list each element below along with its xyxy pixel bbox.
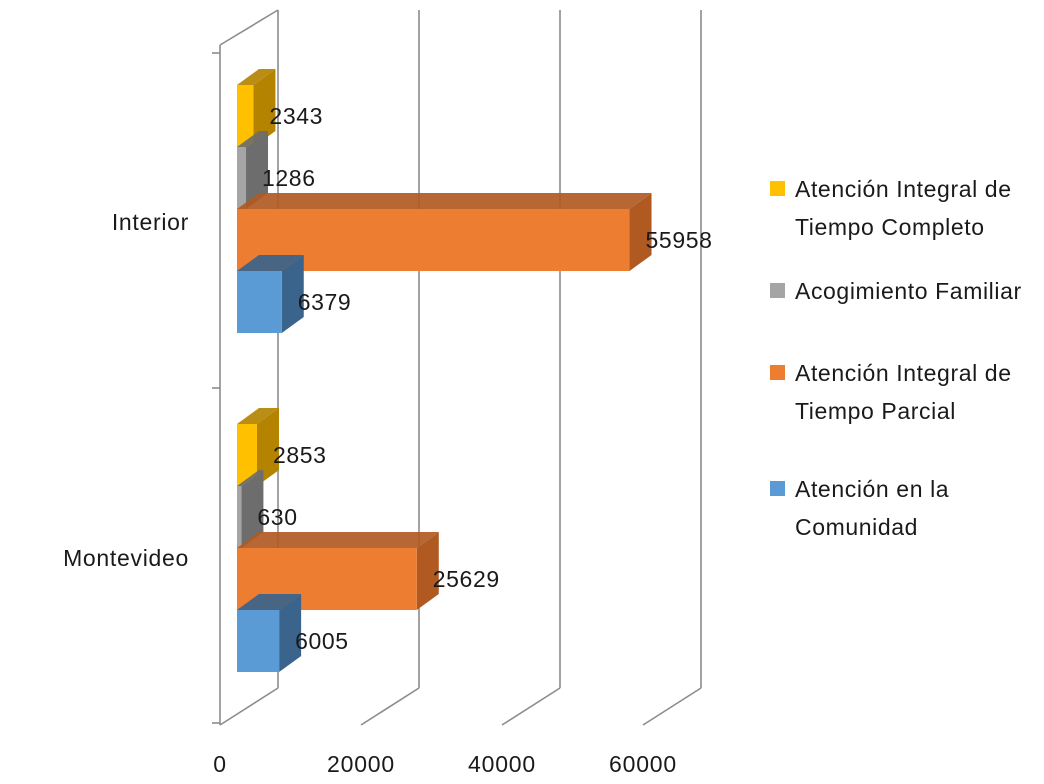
x-tick-label: 20000 bbox=[327, 751, 395, 777]
data-label: 2343 bbox=[269, 103, 323, 129]
data-label: 2853 bbox=[273, 442, 327, 468]
floor-grid-line bbox=[501, 687, 561, 726]
bar-side-face bbox=[416, 532, 439, 610]
legend-label: Atención en la Comunidad bbox=[795, 476, 950, 540]
legend-swatch-icon bbox=[770, 481, 785, 496]
category-label: Montevideo bbox=[63, 545, 189, 571]
bar-top-face bbox=[237, 193, 652, 209]
floor-grid-line bbox=[219, 687, 279, 726]
bar-top-face bbox=[237, 470, 264, 486]
legend-label: Acogimiento Familiar bbox=[795, 278, 1022, 304]
bar-top-face bbox=[237, 69, 276, 85]
legend-swatch-icon bbox=[770, 365, 785, 380]
bars-layer bbox=[237, 69, 652, 672]
bar-top-face bbox=[237, 131, 269, 147]
bar-side-face bbox=[253, 69, 276, 147]
legend-item: Atención en la Comunidad bbox=[770, 470, 1040, 546]
legend-item: Atención Integral de Tiempo Completo bbox=[770, 170, 1040, 246]
x-tick-label: 60000 bbox=[609, 751, 677, 777]
legend-swatch-icon bbox=[770, 181, 785, 196]
labels-layer: 2343 1286 55958 6379 2853 630 25629 6005 bbox=[257, 103, 713, 654]
bar bbox=[237, 85, 254, 147]
side-wall-top-edge bbox=[219, 9, 279, 46]
bar-top-face bbox=[237, 255, 304, 271]
data-label: 6005 bbox=[295, 628, 349, 654]
bar bbox=[237, 424, 258, 486]
bar bbox=[237, 271, 282, 333]
floor-grid-line bbox=[642, 687, 702, 726]
x-tick-label: 0 bbox=[213, 751, 227, 777]
bar-top-face bbox=[237, 532, 439, 548]
legend: Atención Integral de Tiempo Completo Aco… bbox=[770, 170, 1040, 576]
axis-layer: 0 20000 40000 60000 Interior Montevideo bbox=[63, 52, 677, 777]
legend-label: Atención Integral de Tiempo Parcial bbox=[795, 360, 1012, 424]
bar-side-face bbox=[281, 255, 304, 333]
legend-label: Atención Integral de Tiempo Completo bbox=[795, 176, 1012, 240]
bar-side-face bbox=[257, 408, 280, 486]
category-label: Interior bbox=[112, 209, 189, 235]
legend-item: Acogimiento Familiar bbox=[770, 272, 1040, 310]
bar bbox=[237, 147, 247, 209]
bar-side-face bbox=[279, 594, 302, 672]
bar bbox=[237, 610, 280, 672]
data-label: 55958 bbox=[646, 227, 713, 253]
bar bbox=[237, 486, 242, 548]
legend-swatch-icon bbox=[770, 283, 785, 298]
bar-top-face bbox=[237, 408, 280, 424]
bar-top-face bbox=[237, 594, 302, 610]
data-label: 6379 bbox=[298, 289, 352, 315]
bar-side-face bbox=[629, 193, 652, 271]
data-label: 25629 bbox=[433, 566, 500, 592]
data-label: 1286 bbox=[262, 165, 316, 191]
floor-grid-line bbox=[360, 687, 420, 726]
x-tick-label: 40000 bbox=[468, 751, 536, 777]
legend-item: Atención Integral de Tiempo Parcial bbox=[770, 354, 1040, 430]
data-label: 630 bbox=[257, 504, 297, 530]
bar-side-face bbox=[241, 470, 264, 548]
bar-side-face bbox=[246, 131, 269, 209]
